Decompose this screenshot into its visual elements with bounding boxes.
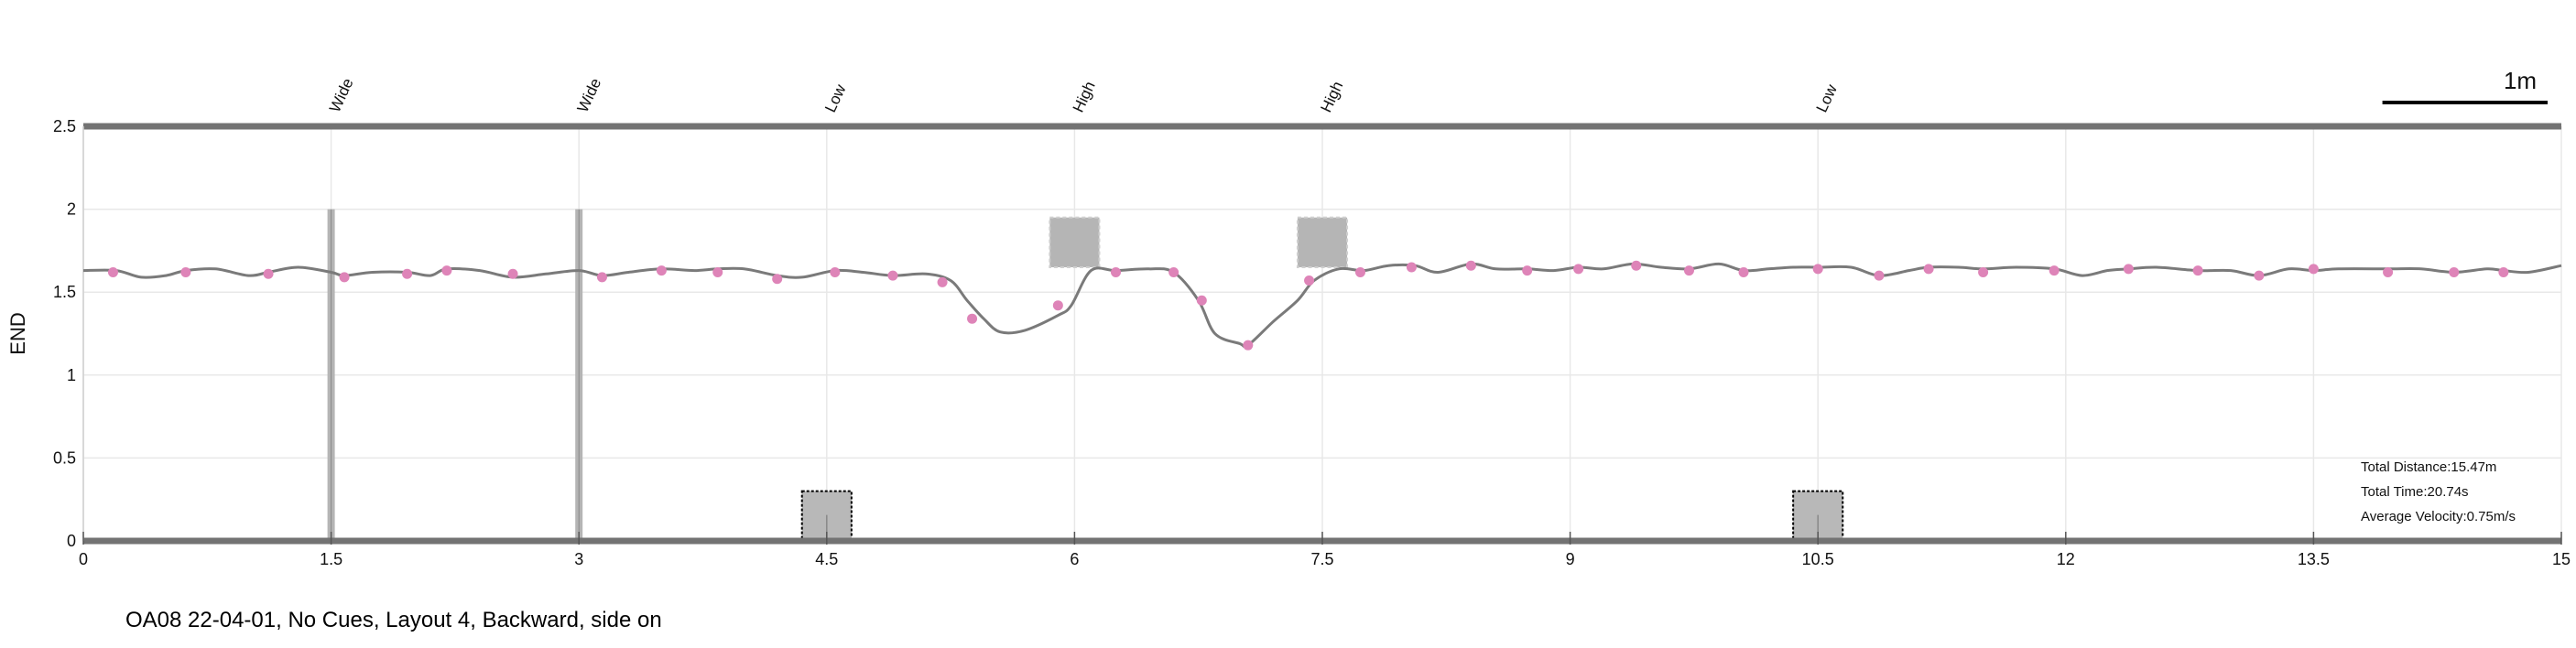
x-tick-label: 1.5 — [320, 550, 342, 568]
x-tick-label: 4.5 — [815, 550, 838, 568]
y-tick-label: 2.5 — [53, 117, 76, 135]
chart-caption: OA08 22-04-01, No Cues, Layout 4, Backwa… — [125, 608, 662, 632]
x-tick-label: 6 — [1070, 550, 1079, 568]
x-tick-label: 3 — [574, 550, 583, 568]
trajectory-marker — [596, 272, 607, 283]
trajectory-marker — [1168, 266, 1179, 277]
trajectory-marker — [1812, 264, 1823, 275]
trajectory-marker — [2308, 264, 2319, 275]
trajectory-marker — [772, 274, 783, 285]
y-tick-label: 1.5 — [53, 283, 76, 301]
trajectory-marker — [887, 270, 898, 281]
trajectory-marker — [967, 313, 978, 324]
trajectory-marker — [1738, 266, 1749, 277]
trajectory-marker — [263, 268, 274, 279]
obstacle-label: High — [1070, 79, 1099, 115]
stats-annotation-line: Total Distance:15.47m — [2361, 459, 2496, 475]
trajectory-marker — [1874, 270, 1885, 281]
trajectory-marker — [2498, 266, 2509, 277]
x-tick-label: 9 — [1566, 550, 1575, 568]
trajectory-marker — [1683, 265, 1694, 276]
high-obstacle-box — [1049, 216, 1101, 269]
obstacle-label: Low — [821, 81, 850, 115]
trajectory-marker — [656, 265, 667, 276]
trajectory-marker — [180, 266, 191, 277]
trajectory-marker — [1465, 260, 1476, 271]
y-tick-label: 2 — [67, 200, 76, 219]
trajectory-marker — [1052, 300, 1063, 311]
obstacle-label: Low — [1813, 81, 1842, 115]
trajectory-marker — [1631, 260, 1642, 271]
trajectory-marker — [1406, 262, 1417, 273]
y-tick-label: 0 — [67, 532, 76, 550]
y-axis-label: END — [6, 312, 29, 354]
y-tick-label: 0.5 — [53, 448, 76, 467]
trajectory-marker — [2123, 264, 2134, 275]
trajectory-marker — [1923, 264, 1934, 275]
trajectory-marker — [830, 266, 841, 277]
trajectory-marker — [2192, 265, 2203, 276]
trajectory-marker — [2254, 270, 2265, 281]
trajectory-marker — [107, 266, 118, 277]
stats-annotation-line: Total Time:20.74s — [2361, 484, 2469, 500]
trajectory-marker — [937, 276, 948, 287]
trajectory-marker — [1978, 266, 1989, 277]
trajectory-marker — [2049, 265, 2060, 276]
high-obstacle-box — [1296, 216, 1349, 269]
stats-annotation-line: Average Velocity:0.75m/s — [2361, 509, 2516, 524]
trajectory-marker — [339, 272, 350, 283]
x-tick-label: 7.5 — [1310, 550, 1333, 568]
x-tick-label: 15 — [2552, 550, 2571, 568]
trajectory-marker — [1354, 266, 1365, 277]
trajectory-marker — [441, 265, 452, 276]
trajectory-marker — [1522, 265, 1533, 276]
trajectory-marker — [2383, 266, 2394, 277]
trajectory-marker — [2449, 266, 2460, 277]
scale-bar-label: 1m — [2504, 67, 2537, 94]
trajectory-marker — [1304, 275, 1315, 286]
x-tick-label: 0 — [79, 550, 88, 568]
trajectory-marker — [1573, 264, 1584, 275]
trajectory-marker — [1111, 266, 1121, 277]
y-tick-label: 1 — [67, 366, 76, 384]
obstacle-label: High — [1317, 79, 1346, 115]
trajectory-marker — [1243, 340, 1254, 351]
obstacle-label: Wide — [574, 76, 605, 115]
trajectory-marker — [1196, 295, 1207, 306]
x-tick-label: 10.5 — [1802, 550, 1834, 568]
trajectory-line — [82, 262, 2562, 349]
x-tick-label: 13.5 — [2298, 550, 2330, 568]
trajectory-marker — [712, 266, 723, 277]
trajectory-marker — [402, 268, 413, 279]
obstacle-label: Wide — [326, 76, 357, 115]
x-tick-label: 12 — [2057, 550, 2075, 568]
trajectory-marker — [507, 268, 518, 279]
